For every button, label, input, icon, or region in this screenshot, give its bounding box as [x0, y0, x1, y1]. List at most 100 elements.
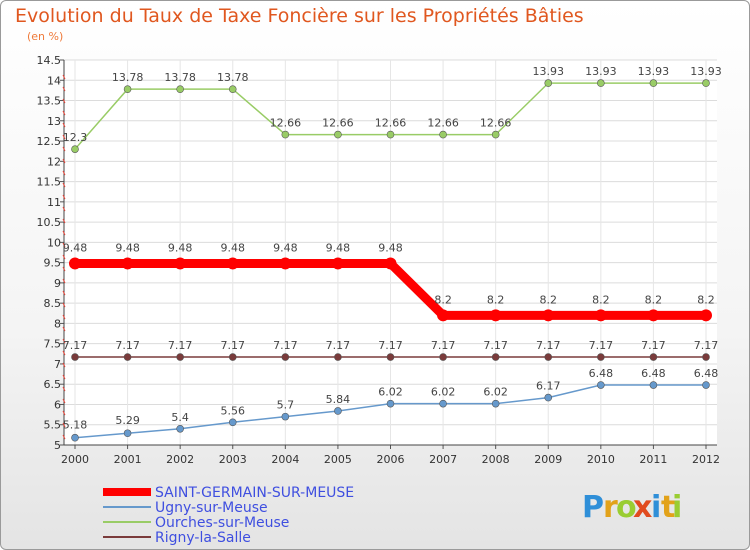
- y-tick-label: 13.5: [37, 95, 62, 108]
- data-point: [700, 309, 712, 322]
- y-tick-label: 7.5: [44, 338, 62, 351]
- data-point: [491, 399, 500, 408]
- data-point: [702, 381, 710, 389]
- y-axis-accent: [62, 98, 66, 104]
- data-point: [281, 412, 290, 421]
- y-axis-accent: [62, 194, 66, 200]
- data-point: [176, 424, 184, 433]
- data-point: [226, 257, 239, 270]
- series-ugny-sur-meuse: 5.18 5.29 5.4 5.56 5.7 5.84 6.02 6.02 6.02 6.17 6.…: [63, 367, 718, 442]
- y-axis-accent: [62, 86, 66, 92]
- data-label: 7.17: [536, 339, 561, 352]
- x-tick-label: 2000: [61, 453, 89, 466]
- data-point: [594, 309, 607, 322]
- data-label: 12.66: [427, 117, 459, 130]
- data-point: [176, 85, 184, 93]
- data-label: 12.3: [63, 131, 88, 144]
- y-axis-accent: [62, 242, 66, 248]
- y-axis-accent: [62, 302, 66, 308]
- y-axis-accent: [62, 206, 66, 212]
- y-axis-accent: [62, 254, 66, 260]
- y-tick-label: 6: [54, 398, 61, 411]
- y-axis-accent: [62, 182, 66, 188]
- data-point: [69, 257, 81, 270]
- data-point: [228, 353, 237, 361]
- logo-letter: i: [672, 490, 682, 525]
- y-axis-accent: [62, 134, 66, 140]
- y-axis-accent: [62, 218, 66, 224]
- data-label: 9.48: [63, 241, 88, 254]
- data-label: 7.17: [168, 339, 193, 352]
- data-label: 9.48: [273, 241, 298, 254]
- y-axis-accent: [62, 362, 66, 368]
- data-label: 13.93: [690, 65, 722, 78]
- data-point: [331, 257, 344, 270]
- data-point: [544, 79, 553, 87]
- data-point: [386, 353, 395, 361]
- y-tick-label: 9: [54, 277, 61, 290]
- y-axis-accent: [62, 122, 66, 128]
- data-point: [437, 309, 450, 322]
- y-tick-label: 10: [47, 236, 61, 249]
- legend-label: SAINT-GERMAIN-SUR-MEUSE: [155, 485, 354, 501]
- y-axis-accent: [62, 410, 66, 416]
- data-label: 8.2: [697, 293, 715, 306]
- legend: SAINT-GERMAIN-SUR-MEUSEUgny-sur-MeuseOur…: [103, 485, 354, 546]
- data-label: 8.2: [592, 293, 610, 306]
- chart-subtitle: (en %): [27, 30, 64, 43]
- data-label: 12.66: [270, 117, 302, 130]
- data-label: 13.78: [217, 71, 249, 84]
- data-point: [123, 353, 132, 361]
- data-label: 8.2: [434, 293, 452, 306]
- data-point: [386, 130, 395, 139]
- data-point: [544, 353, 553, 361]
- y-tick-label: 8.5: [44, 297, 62, 310]
- y-axis-accent: [62, 290, 66, 296]
- y-tick-label: 9.5: [44, 257, 62, 270]
- y-axis-accent: [62, 350, 66, 356]
- y-tick-label: 13: [47, 115, 61, 128]
- logo-letter: t: [661, 490, 675, 525]
- data-label: 8.2: [487, 293, 505, 306]
- y-axis-accent: [62, 278, 66, 284]
- data-point: [281, 353, 290, 361]
- y-tick-label: 12: [47, 155, 61, 168]
- data-point: [334, 130, 342, 139]
- data-label: 9.48: [326, 241, 351, 254]
- data-point: [649, 353, 658, 361]
- y-axis-accent: [62, 266, 66, 272]
- data-point: [439, 399, 447, 408]
- y-tick-label: 12.5: [37, 135, 62, 148]
- x-tick-label: 2009: [534, 453, 562, 466]
- data-label: 5.56: [221, 404, 246, 417]
- y-axis-accent: [62, 74, 66, 80]
- data-point: [597, 353, 605, 361]
- x-tick-label: 2004: [271, 453, 299, 466]
- y-axis-accent: [62, 110, 66, 116]
- data-label: 5.4: [171, 411, 189, 424]
- data-point: [334, 407, 342, 415]
- logo-letter: x: [633, 490, 652, 525]
- y-tick-label: 5.5: [44, 419, 62, 432]
- x-tick-label: 2006: [377, 453, 405, 466]
- x-tick-label: 2012: [692, 453, 720, 466]
- data-point: [542, 309, 555, 322]
- data-label: 6.48: [641, 367, 666, 380]
- data-label: 12.66: [480, 117, 512, 130]
- y-axis-accent: [62, 326, 66, 332]
- data-label: 7.17: [589, 339, 614, 352]
- data-label: 7.17: [63, 339, 88, 352]
- data-label: 7.17: [273, 339, 298, 352]
- data-point: [702, 353, 710, 361]
- data-point: [439, 130, 447, 139]
- data-label: 12.66: [322, 117, 354, 130]
- data-label: 5.84: [326, 393, 351, 406]
- data-label: 5.29: [115, 414, 140, 427]
- data-label: 7.17: [641, 339, 666, 352]
- y-tick-label: 6.5: [44, 378, 62, 391]
- y-tick-label: 7: [54, 358, 61, 371]
- y-tick-label: 10.5: [37, 216, 62, 229]
- data-point: [489, 309, 502, 322]
